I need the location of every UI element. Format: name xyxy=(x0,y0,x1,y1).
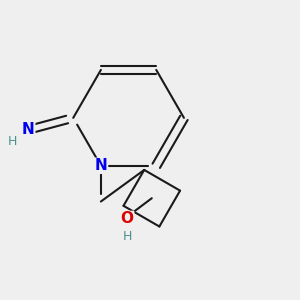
Text: N: N xyxy=(22,122,35,137)
Text: N: N xyxy=(94,158,107,173)
Text: H: H xyxy=(122,230,132,242)
Text: H: H xyxy=(8,135,18,148)
Text: O: O xyxy=(121,212,134,226)
